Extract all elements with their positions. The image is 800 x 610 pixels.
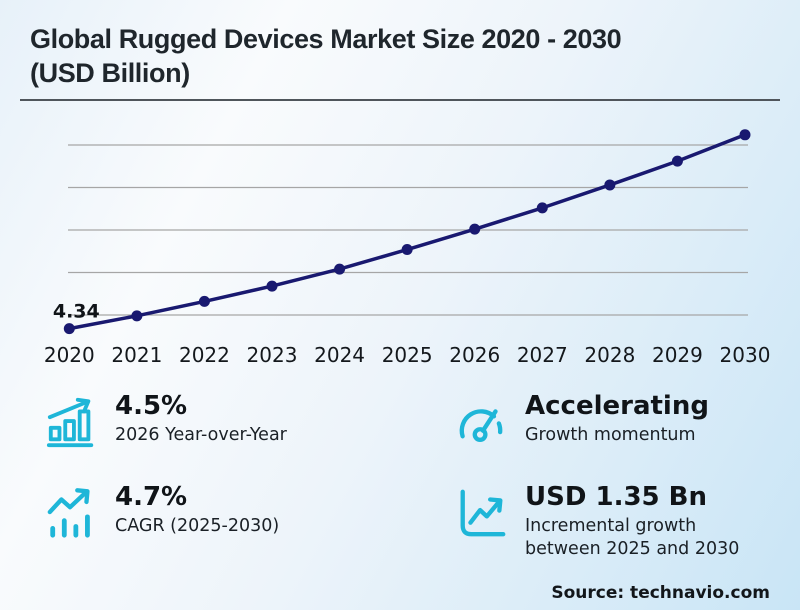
data-point xyxy=(671,155,683,167)
x-axis-tick-label: 2025 xyxy=(382,343,433,367)
data-point xyxy=(63,323,75,335)
data-point xyxy=(401,244,413,256)
x-axis-tick-label: 2021 xyxy=(111,343,162,367)
stat-yoy-value: 4.5% xyxy=(115,391,188,421)
x-axis-tick-label: 2028 xyxy=(584,343,635,367)
gauge-icon xyxy=(459,409,503,443)
stat-cagr-label: CAGR (2025-2030) xyxy=(115,516,280,537)
data-point xyxy=(469,223,481,235)
stat-incremental-growth-text: USD 1.35 Bn Incremental growth between 2… xyxy=(525,482,739,560)
source-text: Source: technavio.com xyxy=(551,583,770,603)
title-divider xyxy=(20,99,780,101)
stat-cagr: 4.7% CAGR (2025-2030) xyxy=(45,482,455,560)
stat-momentum-text: Accelerating Growth momentum xyxy=(525,391,709,447)
data-point xyxy=(266,280,278,292)
stat-incremental-growth-label-line2: between 2025 and 2030 xyxy=(525,538,740,559)
stat-cagr-value: 4.7% xyxy=(115,482,188,512)
market-size-series-line xyxy=(68,133,746,331)
x-axis-tick-label: 2020 xyxy=(44,343,95,367)
data-point xyxy=(604,179,616,191)
page-title: Global Rugged Devices Market Size 2020 -… xyxy=(30,22,782,90)
x-axis-tick-label: 2029 xyxy=(652,343,703,367)
data-point xyxy=(198,295,210,307)
x-axis-tick-label: 2023 xyxy=(247,343,298,367)
stat-yoy-text: 4.5% 2026 Year-over-Year xyxy=(115,391,287,447)
stats-grid: 4.5% 2026 Year-over-Year Accelerating Gr… xyxy=(45,391,775,560)
chart-axes-icon xyxy=(460,489,506,537)
stat-momentum-value: Accelerating xyxy=(525,391,709,421)
data-point xyxy=(536,202,548,214)
x-axis-tick-label: 2030 xyxy=(720,343,771,367)
page-title-line1: Global Rugged Devices Market Size 2020 -… xyxy=(30,24,622,54)
stat-incremental-growth-label: Incremental growth between 2025 and 2030 xyxy=(525,515,739,560)
trend-up-bars-icon xyxy=(47,488,90,538)
stat-momentum: Accelerating Growth momentum xyxy=(455,391,775,450)
bar-chart-growth-icon xyxy=(46,397,94,448)
stat-momentum-label: Growth momentum xyxy=(525,425,696,446)
stat-incremental-growth: USD 1.35 Bn Incremental growth between 2… xyxy=(455,482,775,560)
stat-yoy: 4.5% 2026 Year-over-Year xyxy=(45,391,455,450)
data-point xyxy=(334,263,346,275)
stat-incremental-growth-value: USD 1.35 Bn xyxy=(525,482,707,512)
x-axis-tick-label: 2026 xyxy=(449,343,500,367)
x-axis-tick-label: 2027 xyxy=(517,343,568,367)
x-axis-tick-label: 2022 xyxy=(179,343,230,367)
data-point xyxy=(739,129,751,141)
stat-incremental-growth-label-line1: Incremental growth xyxy=(525,516,697,537)
page-title-line2: (USD Billion) xyxy=(30,58,190,88)
stat-yoy-label: 2026 Year-over-Year xyxy=(115,425,287,446)
data-point xyxy=(131,310,143,322)
market-size-line-chart: 2020 2021 2022 2023 2024 2025 2026 2027 2028 2029… xyxy=(44,129,771,367)
first-point-value-label: 4.34 xyxy=(53,301,100,323)
x-axis-tick-label: 2024 xyxy=(314,343,365,367)
stat-cagr-text: 4.7% CAGR (2025-2030) xyxy=(115,482,280,538)
